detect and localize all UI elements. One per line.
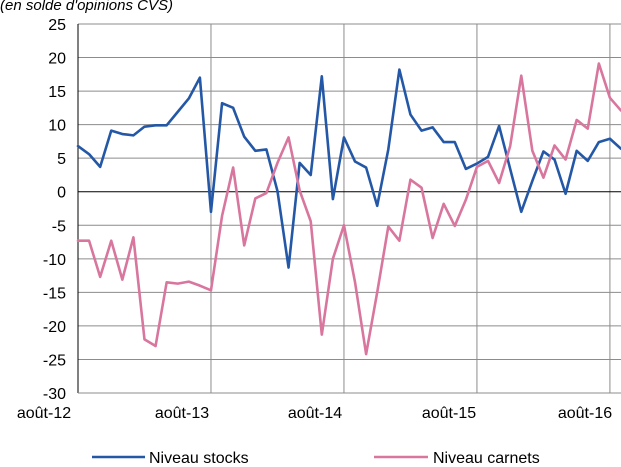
x-tick-label: août-12	[17, 405, 71, 422]
y-tick-label: -15	[43, 285, 66, 302]
x-tick-label: août-14	[288, 405, 342, 422]
series-line-stocks	[76, 68, 621, 269]
series-line-carnets	[76, 62, 621, 356]
series-lines	[76, 62, 621, 356]
y-tick-label: 5	[57, 151, 66, 168]
y-tick-label: -25	[43, 352, 66, 369]
y-tick-label: 20	[48, 51, 66, 68]
y-tick-labels: 25 20 15 10 5 0 -5 -10 -15 -20 -25 -30	[43, 17, 66, 403]
x-tick-label: août-13	[155, 405, 209, 422]
grid-lines	[77, 23, 621, 394]
chart-subtitle: (en solde d'opinions CVS)	[0, 0, 173, 14]
x-tick-labels: août-12 août-13 août-14 août-15 août-16	[17, 405, 612, 422]
y-tick-label: -20	[43, 319, 66, 336]
y-tick-label: -5	[52, 218, 66, 235]
legend: Niveau stocks Niveau carnets	[92, 450, 540, 467]
x-tick-label: août-16	[558, 405, 612, 422]
y-tick-label: 10	[48, 118, 66, 135]
y-tick-label: 0	[57, 185, 66, 202]
legend-label: Niveau carnets	[433, 450, 540, 467]
x-tick-label: août-15	[422, 405, 476, 422]
legend-label: Niveau stocks	[149, 450, 249, 467]
y-tick-label: 15	[48, 84, 66, 101]
y-tick-label: -30	[43, 386, 66, 403]
y-tick-label: 25	[48, 17, 66, 34]
axes	[77, 24, 621, 394]
y-tick-label: -10	[43, 252, 66, 269]
